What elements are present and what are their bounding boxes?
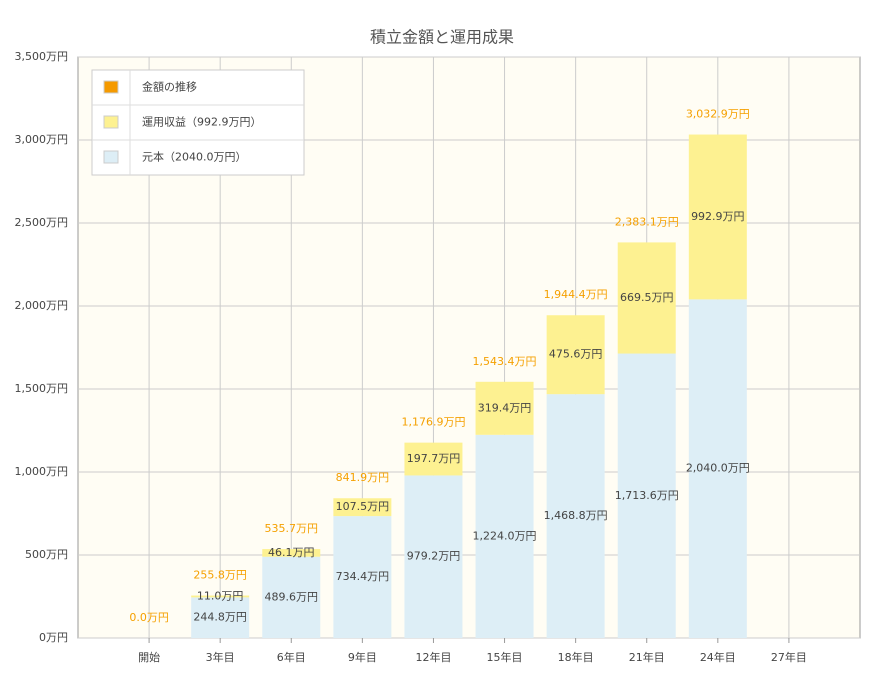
bar-segment [688, 134, 747, 300]
total-label: 841.9万円 [336, 471, 390, 484]
value-label: 107.5万円 [336, 500, 390, 513]
total-label: 1,944.4万円 [544, 288, 608, 301]
x-tick-label: 6年目 [277, 650, 306, 664]
bar-segment [475, 381, 534, 435]
bar-segment [333, 498, 392, 517]
chart-title: 積立金額と運用成果 [370, 28, 514, 47]
total-label: 1,176.9万円 [401, 416, 465, 429]
y-tick-label: 2,500万円 [15, 216, 69, 229]
total-label: 1,543.4万円 [473, 355, 537, 368]
bar-segment [546, 394, 605, 638]
bar-segment [404, 475, 463, 638]
y-tick-label: 500万円 [25, 548, 68, 561]
x-tick-label: 12年目 [415, 650, 451, 664]
value-label: 244.8万円 [193, 611, 247, 624]
value-label: 669.5万円 [620, 291, 674, 304]
value-label: 319.4万円 [478, 401, 532, 414]
bar-segment [191, 597, 250, 638]
legend-label: 金額の推移 [142, 80, 197, 94]
legend-label: 運用収益（992.9万円） [142, 115, 262, 129]
legend-swatch [103, 80, 119, 94]
value-label: 11.0万円 [197, 589, 244, 602]
value-label: 2,040.0万円 [686, 462, 750, 475]
bar-segment [333, 516, 392, 638]
total-label: 3,032.9万円 [686, 108, 750, 121]
legend-box [91, 69, 305, 176]
value-label: 992.9万円 [691, 210, 745, 223]
value-label: 475.6万円 [549, 348, 603, 361]
bar-segment [617, 242, 676, 354]
x-tick-label: 18年目 [558, 650, 594, 664]
x-tick-label: 15年目 [487, 650, 523, 664]
bar-segment [404, 442, 463, 476]
legend-label: 元本（2040.0万円） [142, 150, 247, 164]
x-tick-label: 27年目 [771, 650, 807, 664]
y-tick-label: 1,000万円 [15, 465, 69, 478]
y-tick-label: 0万円 [39, 631, 68, 644]
bar-segment [262, 556, 321, 638]
total-label: 255.8万円 [193, 569, 247, 582]
value-label: 489.6万円 [265, 590, 319, 603]
legend-swatch [103, 115, 119, 129]
value-label: 1,224.0万円 [473, 529, 537, 542]
value-label: 1,468.8万円 [544, 509, 608, 522]
y-tick-label: 1,500万円 [15, 382, 69, 395]
value-label: 979.2万円 [407, 550, 461, 563]
total-label: 535.7万円 [265, 522, 319, 535]
total-label: 2,383.1万円 [615, 215, 679, 228]
x-tick-label: 21年目 [629, 650, 665, 664]
x-tick-label: 3年目 [206, 650, 235, 664]
legend-swatch [103, 150, 119, 164]
x-tick-label: 24年目 [700, 650, 736, 664]
total-label: 0.0万円 [129, 611, 169, 624]
value-label: 46.1万円 [268, 546, 315, 559]
bar-segment [191, 595, 250, 598]
bar-segment [546, 315, 605, 395]
y-tick-label: 3,500万円 [15, 50, 69, 63]
value-label: 197.7万円 [407, 452, 461, 465]
bar-segment [617, 353, 676, 638]
bar-segment [262, 549, 321, 557]
x-tick-label: 9年目 [348, 650, 377, 664]
bar-segment [688, 299, 747, 638]
value-label: 1,713.6万円 [615, 489, 679, 502]
value-label: 734.4万円 [336, 570, 390, 583]
y-tick-label: 3,000万円 [15, 133, 69, 146]
bar-segment [475, 434, 534, 638]
y-tick-label: 2,000万円 [15, 299, 69, 312]
x-tick-label: 開始 [138, 650, 160, 664]
